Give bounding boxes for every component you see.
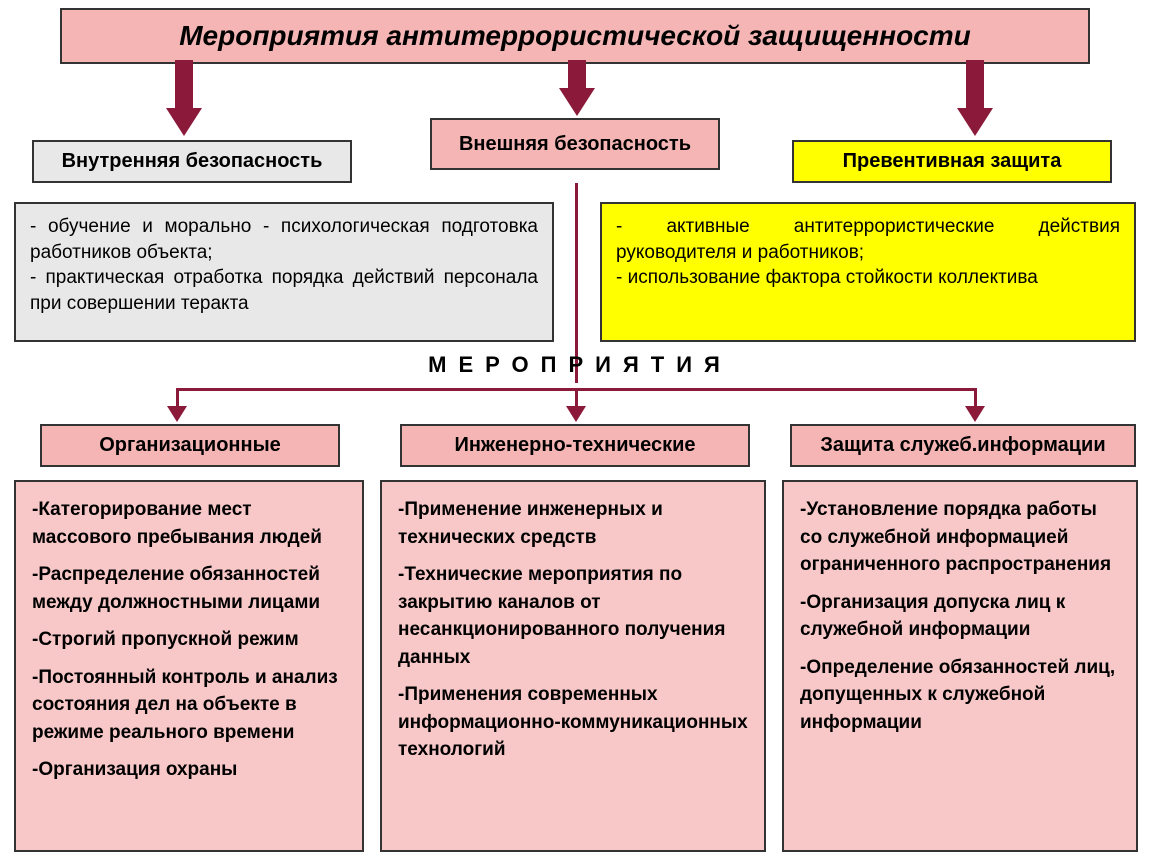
subcat-tech: Инженерно-технические [400,424,750,467]
arrow-head-2 [559,88,595,116]
list-tech-1: -Технические мероприятия по закрытию кан… [398,561,748,671]
arrow-head-3 [957,108,993,136]
list-tech: -Применение инженерных и технических сре… [380,480,766,852]
arrow-stem-2 [568,60,586,90]
list-org-0: -Категорирование мест массового пребыван… [32,496,346,551]
list-tech-0: -Применение инженерных и технических сре… [398,496,748,551]
arrow-head-1 [166,108,202,136]
desc-left-text: - обучение и морально - психологическая … [30,216,538,314]
small-arrow-3 [965,406,985,422]
small-arrow-1 [167,406,187,422]
list-org-4: -Организация охраны [32,756,346,784]
desc-right-text: - активные антитеррористические действия… [616,216,1120,288]
list-info-2: -Определение обязанностей лиц, допущенны… [800,654,1120,737]
arrow-stem-1 [175,60,193,110]
list-org-2: -Строгий пропускной режим [32,626,346,654]
conn-v3 [974,388,977,408]
small-arrow-2 [566,406,586,422]
desc-right: - активные антитеррористические действия… [600,202,1136,342]
section-label: МЕРОПРИЯТИЯ [300,352,860,378]
conn-v1 [176,388,179,408]
main-title: Мероприятия антитеррористической защищен… [60,8,1090,64]
cat-internal: Внутренняя безопасность [32,140,352,183]
list-info-0: -Установление порядка работы со служебно… [800,496,1120,579]
subcat-info: Защита служеб.информации [790,424,1136,467]
desc-left: - обучение и морально - психологическая … [14,202,554,342]
list-info-1: -Организация допуска лиц к служебной инф… [800,589,1120,644]
subcat-org: Организационные [40,424,340,467]
list-org-3: -Постоянный контроль и анализ состояния … [32,664,346,747]
cat-preventive: Превентивная защита [792,140,1112,183]
list-org: -Категорирование мест массового пребыван… [14,480,364,852]
list-info: -Установление порядка работы со служебно… [782,480,1138,852]
cat-external: Внешняя безопасность [430,118,720,170]
conn-v2 [575,388,578,408]
list-tech-2: -Применения современных информационно-ко… [398,681,748,764]
arrow-stem-3 [966,60,984,110]
list-org-1: -Распределение обязанностей между должно… [32,561,346,616]
